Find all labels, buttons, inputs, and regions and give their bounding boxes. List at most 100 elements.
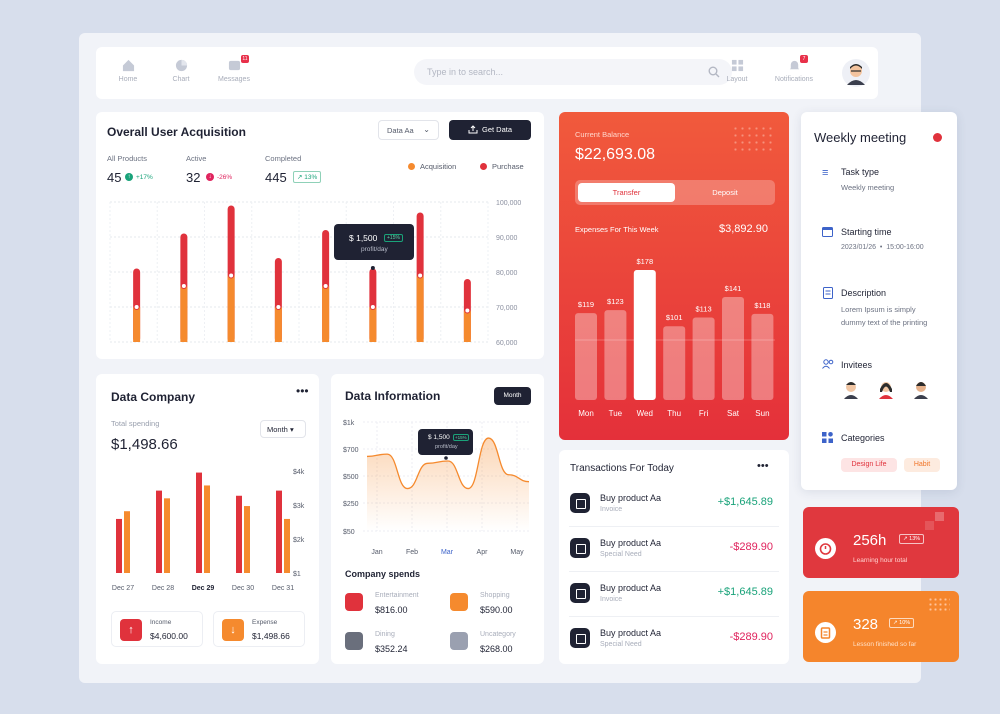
data-point xyxy=(228,272,235,279)
day-label: Thu xyxy=(667,409,681,418)
series-line xyxy=(366,437,530,490)
acquisition-bar xyxy=(416,275,424,342)
upload-icon xyxy=(468,125,478,134)
expense-bar xyxy=(633,270,656,400)
y-tick-label: $4k xyxy=(293,469,305,476)
invitee-avatars[interactable] xyxy=(841,377,951,401)
status-dot xyxy=(933,133,942,142)
shopping-bag-icon xyxy=(450,593,468,611)
stat-label: Completed xyxy=(265,154,302,163)
dining-icon xyxy=(345,632,363,650)
nav-chart[interactable]: Chart xyxy=(156,59,206,83)
expense-bar xyxy=(751,313,774,400)
nav-home[interactable]: Home xyxy=(103,59,153,83)
spending-value: $1,498.66 xyxy=(111,436,178,453)
caret-down-icon: ▾ xyxy=(289,425,294,434)
balance-card: Current Balance $22,693.08 Transfer Depo… xyxy=(559,112,789,440)
arrow-up-icon: ↑ xyxy=(125,173,133,181)
stat-sub: Lesson finished so far xyxy=(853,641,917,648)
messages-badge: 11 xyxy=(241,55,249,63)
get-data-button[interactable]: Get Data xyxy=(449,120,531,140)
acquisition-chart: 100,000 90,000 80,000 70,000 60,000 xyxy=(109,200,521,347)
x-tick-label: Jan xyxy=(371,549,382,556)
transaction-row[interactable]: Buy product Aa Special Need -$289.90 xyxy=(569,528,779,572)
decor-square xyxy=(935,512,944,521)
stat-badge: ↗ 13% xyxy=(899,534,925,544)
y-tick-label: 90,000 xyxy=(496,235,518,242)
period-select[interactable]: Month ▾ xyxy=(260,420,306,438)
x-tick-label: Mar xyxy=(441,549,454,556)
data-point xyxy=(417,272,424,279)
transaction-row[interactable]: Buy product Aa Special Need -$289.90 xyxy=(569,618,779,662)
x-tick-label: Dec 31 xyxy=(272,585,294,592)
y-tick-label: $250 xyxy=(343,501,359,508)
more-options-icon[interactable]: ••• xyxy=(296,384,309,398)
company-bar-orange xyxy=(164,498,170,573)
legend-dot-purchase xyxy=(480,163,487,170)
transactions-title: Transactions For Today xyxy=(570,463,674,474)
x-tick-label: May xyxy=(510,549,524,556)
company-spends-title: Company spends xyxy=(345,569,421,579)
arrow-up-icon: ↑ xyxy=(120,619,142,641)
bell-icon xyxy=(789,60,799,70)
layout-icon xyxy=(731,59,743,72)
stat-value: 32 xyxy=(186,170,201,185)
tab-deposit[interactable]: Deposit xyxy=(712,188,738,197)
more-options-icon[interactable]: ••• xyxy=(757,460,769,472)
x-tick-label: Dec 29 xyxy=(192,585,215,592)
x-tick-label: Dec 30 xyxy=(232,585,254,592)
data-filter-select[interactable]: Data Aa ⌄ xyxy=(378,120,439,140)
nav-messages[interactable]: 11 Messages xyxy=(218,55,250,83)
search-icon[interactable] xyxy=(708,66,720,78)
message-icon xyxy=(228,60,240,71)
company-bar-orange xyxy=(244,506,250,573)
clipboard-icon xyxy=(815,622,836,643)
tab-transfer[interactable]: Transfer xyxy=(578,183,675,202)
acquisition-tooltip: $ 1,500 +15% profit/day xyxy=(334,224,414,260)
y-tick-label: $3k xyxy=(293,503,305,510)
y-tick-label: 80,000 xyxy=(496,270,518,277)
arrow-down-icon: ↓ xyxy=(206,173,214,181)
nav-notifications[interactable]: 7 Notifications xyxy=(774,55,814,83)
stat-delta: -26% xyxy=(217,174,233,181)
category-chip[interactable]: Habit xyxy=(904,458,940,472)
transaction-row[interactable]: Buy product Aa Invoice +$1,645.89 xyxy=(569,483,779,527)
avatar xyxy=(844,382,858,399)
weekly-expenses-chart: $119 Mon $123 Tue $178 Wed $101 Thu $113 Fri $141 S… xyxy=(575,257,775,418)
dots-decoration xyxy=(732,125,774,155)
balance-tabs: Transfer Deposit xyxy=(575,180,775,205)
nav-layout[interactable]: Layout xyxy=(712,59,762,83)
stat-value: 45 xyxy=(107,170,122,185)
data-point xyxy=(180,283,187,289)
company-bar-red xyxy=(116,518,122,573)
search-input[interactable]: Type in to search... xyxy=(414,59,732,85)
data-company-card: Data Company ••• Total spending $1,498.6… xyxy=(96,374,319,664)
legend-label: Purchase xyxy=(492,162,524,171)
data-point xyxy=(369,304,376,310)
bar-value-label: $141 xyxy=(725,284,742,293)
acquisition-bar xyxy=(322,286,330,342)
y-tick-label: 70,000 xyxy=(496,305,518,312)
data-point xyxy=(133,304,140,310)
stat-delta-badge: ↗ 13% xyxy=(293,171,322,183)
arrow-down-icon: ↓ xyxy=(222,619,244,641)
avatar xyxy=(879,382,893,399)
avatar[interactable] xyxy=(842,59,870,87)
expense-bar xyxy=(663,326,686,400)
acquisition-bar xyxy=(133,307,141,342)
bar-value-label: $113 xyxy=(696,304,712,313)
acquisition-bar xyxy=(463,310,471,342)
month-button[interactable]: Month xyxy=(494,387,531,405)
x-tick-label: Feb xyxy=(406,549,418,556)
transaction-row[interactable]: Buy product Aa Invoice +$1,645.89 xyxy=(569,573,779,617)
x-tick-label: Dec 28 xyxy=(152,585,174,592)
company-bar-red xyxy=(276,490,282,573)
tooltip-anchor xyxy=(444,456,448,460)
y-tick-label: 60,000 xyxy=(496,340,518,347)
pie-chart-icon xyxy=(175,59,187,72)
x-tick-label: Apr xyxy=(477,549,489,556)
category-chip[interactable]: Design Life xyxy=(841,458,897,472)
stat-value: 256h xyxy=(853,532,887,549)
stat-delta: +17% xyxy=(136,174,153,181)
shopping-bag-icon xyxy=(570,583,590,603)
